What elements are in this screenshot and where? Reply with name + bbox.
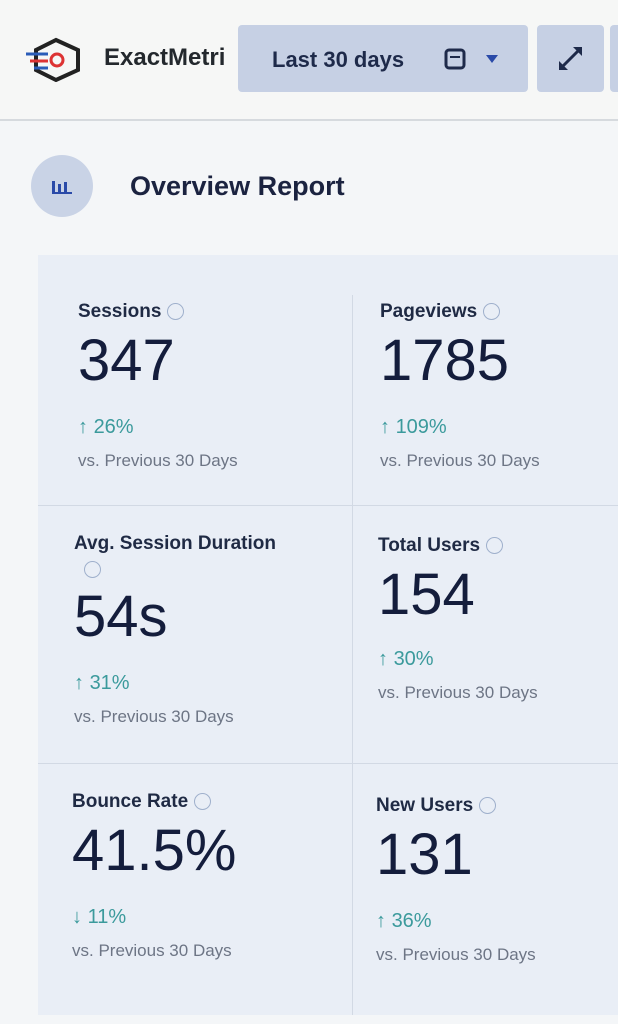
metric-change: 30%: [393, 648, 434, 670]
metric-label: Pageviews: [380, 301, 478, 322]
up-arrow: ↑: [78, 416, 94, 438]
metric-change: 31%: [89, 672, 130, 694]
metric-value: 131: [376, 822, 473, 887]
expand-icon: [559, 47, 582, 70]
divider: [38, 505, 618, 506]
up-arrow: ↑: [378, 648, 394, 670]
info-icon[interactable]: [483, 303, 501, 321]
metric-card: Sessions 347 ↑ 26% vs. Previous 30 Days: [78, 301, 348, 471]
metric-label: New Users: [376, 795, 474, 816]
info-icon[interactable]: [194, 793, 212, 811]
metric-label: Total Users: [378, 535, 481, 556]
report-icon: [31, 155, 93, 217]
up-arrow: ↑: [74, 672, 90, 694]
metric-change: 11%: [87, 906, 127, 928]
metric-card: Pageviews 1785 ↑ 109% vs. Previous 30 Da…: [380, 301, 618, 471]
date-range: Last 30 days: [272, 47, 405, 72]
divider: [38, 763, 618, 764]
metric-change: 109%: [395, 416, 447, 438]
metric-change: 26%: [93, 416, 134, 438]
metric-card: New Users 131 ↑ 36% vs. Previous 30 Days: [376, 795, 618, 965]
metric-value: 54s: [74, 584, 168, 649]
metric-comparison: vs. Previous 30 Days: [78, 451, 238, 470]
brand: ExactMetri: [104, 44, 226, 71]
up-arrow: ↑: [380, 416, 396, 438]
metric-comparison: vs. Previous 30 Days: [376, 945, 536, 964]
metric-value: 41.5%: [72, 818, 237, 883]
metric-comparison: vs. Previous 30 Days: [72, 941, 232, 960]
logo: [26, 37, 80, 82]
info-icon[interactable]: [479, 797, 497, 815]
metric-card: Avg. Session Duration 54s ↑ 31% vs. Prev…: [74, 533, 344, 727]
metric-card: Bounce Rate 41.5% ↓ 11% vs. Previous 30 …: [72, 791, 342, 961]
divider: [352, 295, 353, 1015]
metric-card: Total Users 154 ↑ 30% vs. Previous 30 Da…: [378, 535, 618, 703]
report-title: Overview Report: [130, 171, 345, 201]
more-button[interactable]: [610, 25, 618, 92]
info-icon[interactable]: [486, 537, 504, 555]
down-arrow: ↓: [72, 906, 88, 928]
metric-label: Avg. Session Duration: [74, 533, 276, 554]
metric-value: 1785: [380, 328, 510, 393]
metric-comparison: vs. Previous 30 Days: [380, 451, 540, 470]
metric-change: 36%: [391, 910, 432, 932]
metric-value: 154: [378, 562, 475, 627]
metrics-panel: Sessions 347 ↑ 26% vs. Previous 30 Days …: [38, 255, 618, 1015]
date-range-button[interactable]: Last 30 days: [238, 25, 528, 92]
expand-button[interactable]: [537, 25, 604, 92]
metric-label: Bounce Rate: [72, 791, 189, 812]
info-icon[interactable]: [167, 303, 185, 321]
header: ExactMetri Last 30 days: [0, 0, 618, 121]
metric-label: Sessions: [78, 301, 162, 322]
metric-comparison: vs. Previous 30 Days: [74, 707, 234, 726]
up-arrow: ↑: [376, 910, 392, 932]
info-icon[interactable]: [84, 561, 101, 579]
metric-value: 347: [78, 328, 175, 393]
metric-comparison: vs. Previous 30 Days: [378, 683, 538, 702]
calendar-icon: [444, 48, 498, 70]
